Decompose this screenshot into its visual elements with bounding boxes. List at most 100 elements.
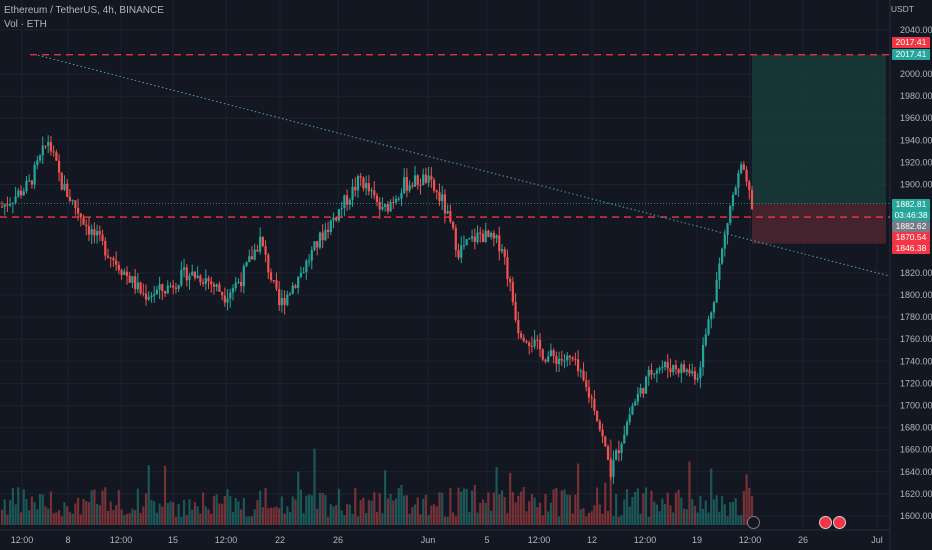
volume-bar	[644, 487, 648, 525]
volume-bar	[555, 487, 558, 525]
volume-bar	[106, 510, 110, 525]
volume-bar	[457, 487, 460, 525]
volume-bar	[66, 506, 69, 525]
candle-body	[104, 240, 107, 256]
candle-body	[566, 355, 569, 361]
candle-body	[563, 360, 566, 362]
candle-body	[604, 436, 607, 447]
volume-bar	[134, 510, 137, 525]
volume-bar	[484, 503, 487, 525]
volume-bar	[446, 516, 449, 525]
volume-bar	[663, 503, 667, 525]
price-tag-current: 1882.81	[892, 199, 930, 210]
volume-bar	[125, 513, 129, 525]
volume-bar	[571, 513, 574, 525]
candle-body	[158, 284, 161, 290]
volume-bar	[620, 515, 623, 525]
candle-body	[476, 232, 479, 243]
volume-bar	[560, 490, 563, 525]
y-tick-label: 1720.00	[900, 378, 932, 388]
x-tick-label: 12:00	[215, 535, 238, 545]
volume-bar	[288, 511, 292, 525]
candle-body	[715, 279, 718, 303]
candle-body	[321, 232, 324, 241]
volume-bar	[397, 488, 400, 525]
candle-body	[435, 190, 438, 193]
volume-bar	[269, 507, 273, 525]
volume-bar	[403, 495, 406, 525]
volume-bar	[286, 506, 289, 525]
volume-bar	[38, 494, 42, 525]
volume-bar	[530, 494, 533, 525]
volume-bar	[182, 499, 186, 525]
x-tick-label: Jun	[421, 535, 436, 545]
volume-bar	[52, 513, 55, 525]
candle-body	[367, 183, 370, 192]
candle-body	[191, 271, 194, 276]
lightning-icon[interactable]	[747, 516, 760, 529]
candle-body	[525, 341, 528, 343]
y-tick-label: 1600.00	[900, 511, 932, 521]
volume-bar	[348, 504, 351, 525]
volume-bar	[150, 499, 153, 525]
volume-bar	[245, 516, 248, 525]
volume-bar	[153, 501, 156, 525]
candle-body	[294, 285, 297, 288]
candle-body	[576, 359, 580, 372]
volume-bar	[318, 493, 322, 525]
candle-body	[259, 236, 262, 252]
candle-body	[612, 459, 615, 477]
candle-body	[3, 204, 6, 207]
candle-body	[707, 319, 710, 335]
candle-body	[432, 179, 436, 191]
y-tick-label: 1940.00	[900, 135, 932, 145]
candle-body	[446, 211, 449, 214]
candle-body	[403, 177, 406, 193]
y-tick-label: 1620.00	[900, 489, 932, 499]
event-flag-icon[interactable]	[819, 516, 832, 529]
candle-body	[506, 257, 509, 279]
volume-bar	[36, 509, 39, 525]
volume-bar	[74, 503, 77, 525]
price-tag-target: 2017.41	[892, 49, 930, 60]
volume-bar	[367, 500, 370, 525]
volume-bar	[351, 514, 354, 525]
event-flag-icon-2[interactable]	[833, 516, 846, 529]
candle-body	[242, 265, 245, 287]
candle-body	[115, 260, 118, 265]
volume-bar	[389, 493, 392, 525]
volume-bar	[422, 498, 425, 525]
volume-bar	[514, 502, 517, 525]
candle-body	[427, 175, 430, 183]
volume-bar	[740, 515, 743, 525]
candle-body	[74, 200, 77, 208]
volume-bar	[490, 510, 493, 525]
candle-body	[530, 346, 533, 348]
volume-bar	[248, 516, 251, 525]
x-tick-label: 26	[333, 535, 343, 545]
candle-body	[109, 257, 112, 259]
volume-bar	[699, 495, 702, 525]
volume-bar	[674, 492, 678, 525]
volume-bar	[335, 505, 338, 525]
volume-bar	[460, 491, 463, 525]
volume-bar	[326, 516, 330, 525]
volume-bar	[3, 499, 6, 525]
volume-bar	[115, 505, 118, 525]
candle-body	[218, 284, 221, 292]
candle-body	[215, 284, 218, 287]
candle-body	[441, 194, 444, 202]
volume-bar	[721, 496, 724, 525]
volume-bar	[191, 509, 194, 525]
candle-body	[598, 421, 601, 430]
candle-body	[253, 249, 256, 260]
candle-body	[223, 295, 226, 303]
candle-body	[354, 186, 357, 191]
candle-body	[528, 342, 531, 347]
volume-bar	[536, 507, 539, 525]
volume-bar	[218, 503, 221, 525]
candle-body	[144, 293, 148, 300]
volume-bar	[598, 504, 601, 525]
candle-body	[33, 164, 36, 185]
